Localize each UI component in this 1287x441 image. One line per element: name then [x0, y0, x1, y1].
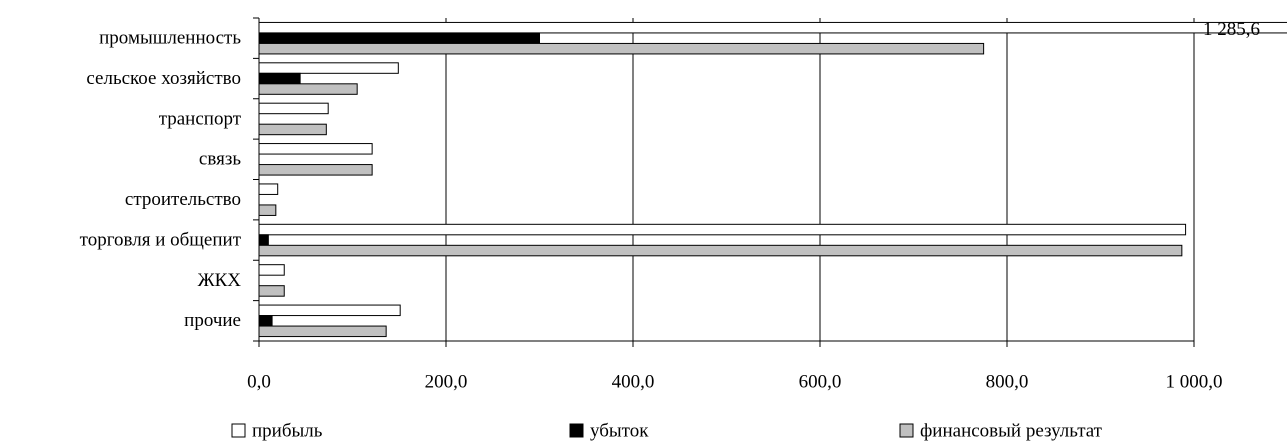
bar: [258, 244, 1183, 257]
y-tick-label: прочие: [184, 310, 241, 331]
bar: [258, 223, 1187, 236]
x-tick-label: 200,0: [425, 371, 468, 392]
x-tick-label: 400,0: [612, 371, 655, 392]
x-tick-label: 0,0: [247, 371, 271, 392]
y-tick-label: ЖКХ: [198, 270, 242, 291]
bar: [258, 143, 373, 155]
bar: [258, 164, 373, 176]
bar: [258, 234, 269, 246]
legend-swatch: [569, 423, 584, 438]
bar: [258, 21, 1287, 34]
bar: [258, 285, 285, 297]
bar: [258, 264, 285, 276]
bar: [258, 32, 540, 44]
bar: [258, 62, 399, 74]
x-tick-label: 600,0: [799, 371, 842, 392]
legend-swatch: [231, 423, 246, 438]
x-tick-label: 800,0: [986, 371, 1029, 392]
bar: [258, 325, 387, 338]
legend-label: убыток: [590, 420, 649, 441]
bar: [258, 183, 279, 195]
bar: [258, 42, 985, 55]
y-tick-label: связь: [199, 149, 241, 170]
y-tick-label: торговля и общепит: [80, 229, 242, 250]
bar: [258, 72, 301, 85]
bar: [258, 123, 327, 136]
y-tick-label: промышленность: [99, 28, 241, 49]
legend-label: прибыль: [252, 420, 323, 441]
bar: [258, 83, 358, 95]
bar: [258, 204, 277, 216]
bar: [258, 304, 401, 317]
y-tick-label: сельское хозяйство: [86, 68, 241, 89]
y-tick-label: транспорт: [159, 108, 242, 129]
bar: [258, 102, 329, 115]
x-tick-label: 1 000,0: [1166, 371, 1223, 392]
legend-label: финансовый результат: [920, 420, 1103, 441]
legend-swatch: [899, 423, 914, 438]
bar: [258, 315, 273, 327]
value-label: 1 285,6: [1203, 19, 1260, 40]
y-tick-label: строительство: [125, 189, 241, 210]
bars: [258, 21, 1287, 338]
